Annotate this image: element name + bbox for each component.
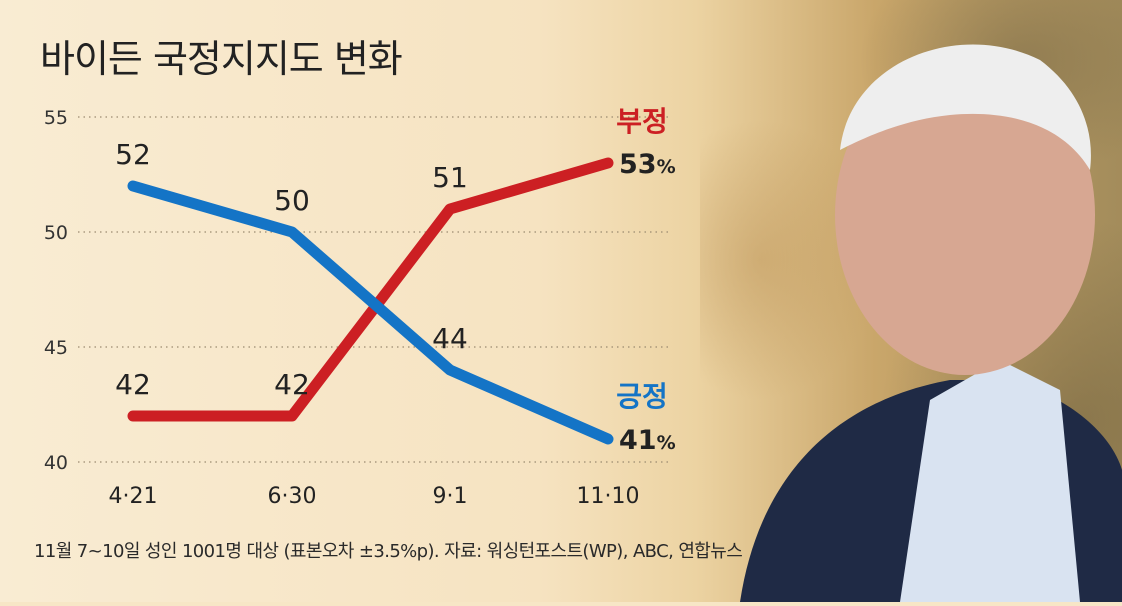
data-label: 44: [432, 322, 468, 355]
data-label: 42: [274, 368, 310, 401]
x-tick-label: 4·21: [109, 484, 158, 509]
series: [127, 157, 614, 445]
source-footnote: 11월 7~10일 성인 1001명 대상 (표본오차 ±3.5%p). 자료:…: [34, 541, 743, 562]
x-axis-ticks: 4·21 6·30 9·1 11·10: [109, 484, 640, 509]
series-line-negative: [127, 157, 614, 422]
data-label: 42: [115, 368, 151, 401]
y-axis-ticks: 55 50 45 40: [44, 107, 68, 474]
background-photo-area: [700, 0, 1122, 602]
x-tick-label: 9·1: [433, 484, 468, 509]
y-tick-label: 45: [44, 337, 68, 359]
end-value-negative: 53%: [619, 149, 676, 180]
series-line-positive: [127, 180, 614, 445]
x-tick-label: 6·30: [268, 484, 317, 509]
y-tick-label: 50: [44, 222, 68, 244]
data-label: 51: [432, 161, 468, 194]
y-tick-label: 40: [44, 452, 68, 474]
series-name-negative: 부정: [616, 105, 668, 138]
end-value-number: 41: [619, 425, 657, 456]
photo-illustration: [740, 44, 1122, 602]
x-tick-label: 11·10: [577, 484, 640, 509]
data-label: 52: [115, 138, 151, 171]
data-labels: 42 42 51 부정 53% 52 50 44 긍정 41%: [115, 105, 675, 456]
series-name-positive: 긍정: [616, 380, 668, 413]
y-tick-label: 55: [44, 107, 68, 129]
end-value-positive: 41%: [619, 425, 676, 456]
end-value-unit: %: [657, 156, 676, 178]
data-label: 50: [274, 184, 310, 217]
end-value-number: 53: [619, 149, 657, 180]
chart-title: 바이든 국정지지도 변화: [40, 37, 403, 81]
end-value-unit: %: [657, 432, 676, 454]
